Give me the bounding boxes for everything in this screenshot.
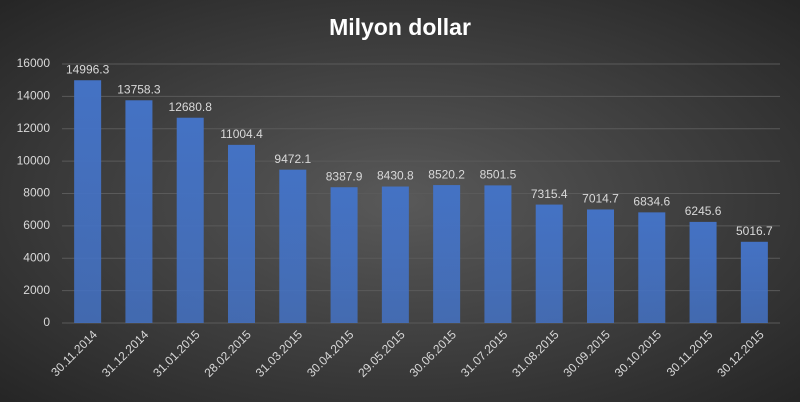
value-label: 13758.3	[117, 82, 161, 96]
bar	[74, 80, 102, 323]
value-label: 12680.8	[169, 100, 213, 114]
value-label: 6834.6	[633, 195, 670, 209]
value-label: 6245.6	[685, 204, 722, 218]
value-label: 14996.3	[66, 62, 110, 76]
value-label: 8501.5	[480, 168, 517, 182]
y-tick-label: 2000	[23, 283, 50, 297]
bar	[535, 204, 563, 323]
bar	[330, 187, 358, 323]
y-tick-label: 6000	[23, 218, 50, 232]
value-label: 8430.8	[377, 169, 414, 183]
y-tick-label: 0	[43, 315, 50, 329]
y-tick-label: 16000	[17, 56, 51, 70]
bar	[638, 212, 666, 323]
value-label: 9472.1	[274, 152, 311, 166]
value-label: 5016.7	[736, 224, 773, 238]
y-tick-label: 10000	[17, 153, 51, 167]
value-label: 8520.2	[428, 167, 465, 181]
chart-title: Milyon dollar	[329, 14, 471, 40]
bar	[689, 221, 717, 323]
value-label: 11004.4	[220, 127, 263, 141]
value-label: 7315.4	[531, 187, 568, 201]
bar	[228, 144, 255, 323]
y-tick-label: 4000	[23, 250, 50, 264]
bar	[279, 169, 307, 323]
bar	[176, 117, 204, 323]
bar	[381, 186, 409, 323]
bar	[433, 185, 461, 323]
bar	[484, 185, 512, 323]
value-label: 8387.9	[326, 169, 363, 183]
bar	[740, 241, 768, 323]
bar	[587, 209, 614, 323]
y-tick-label: 12000	[17, 121, 51, 135]
y-tick-label: 14000	[17, 89, 51, 103]
bar	[125, 100, 153, 323]
y-tick-label: 8000	[23, 186, 50, 200]
value-label: 7014.7	[582, 192, 619, 206]
